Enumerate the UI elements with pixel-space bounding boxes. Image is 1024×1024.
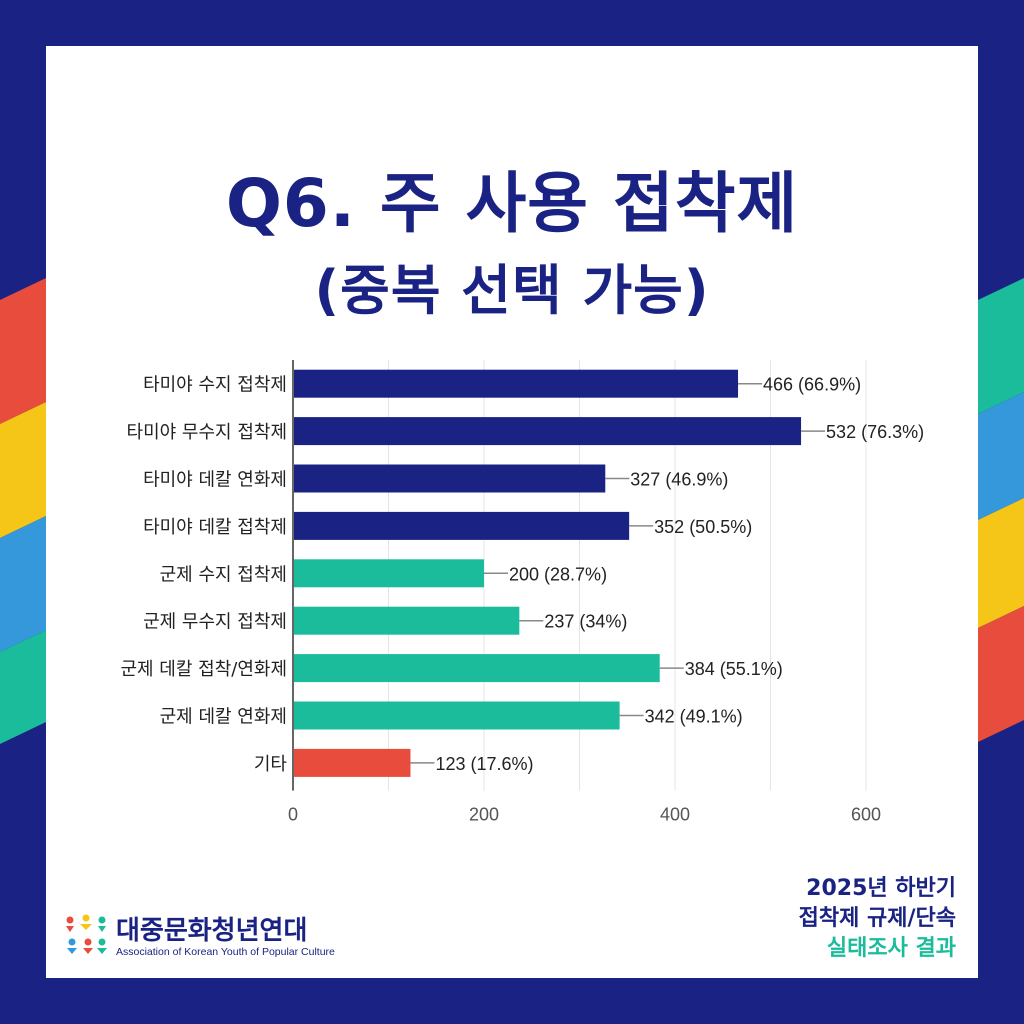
data-label: 466 (66.9%) bbox=[763, 375, 861, 395]
bar bbox=[294, 654, 660, 683]
people-logo-icon bbox=[66, 914, 107, 954]
stripe-left-yellow bbox=[0, 402, 46, 538]
x-tick-label: 400 bbox=[660, 805, 690, 825]
bar bbox=[294, 748, 411, 777]
stripe-right-yellow bbox=[978, 498, 1024, 628]
organization-name: 대중문화청년연대 bbox=[116, 916, 308, 946]
caption-line-1: 2025년 하반기 bbox=[806, 876, 956, 901]
data-label: 384 (55.1%) bbox=[685, 659, 783, 679]
category-label: 군제 수지 접착제 bbox=[160, 564, 287, 585]
x-tick-label: 600 bbox=[851, 805, 881, 825]
stripe-left-teal bbox=[0, 630, 46, 744]
bar bbox=[294, 606, 520, 635]
caption-line-3: 실태조사 결과 bbox=[826, 936, 956, 961]
stripe-right-blue bbox=[978, 392, 1024, 520]
category-label: 타미야 데칼 연화제 bbox=[143, 470, 287, 491]
category-label: 군제 데칼 연화제 bbox=[160, 707, 287, 728]
data-label: 237 (34%) bbox=[544, 612, 627, 632]
organization-subtitle: Association of Korean Youth of Popular C… bbox=[116, 946, 335, 958]
data-label: 532 (76.3%) bbox=[826, 422, 924, 442]
category-label: 군제 데칼 접착/연화제 bbox=[120, 659, 287, 680]
category-label: 타미야 데칼 접착제 bbox=[143, 517, 287, 538]
data-label: 342 (49.1%) bbox=[645, 707, 743, 727]
bar bbox=[294, 369, 739, 398]
survey-caption: 2025년 하반기 접착제 규제/단속 실태조사 결과 bbox=[799, 874, 956, 964]
data-label: 352 (50.5%) bbox=[654, 517, 752, 537]
bar bbox=[294, 511, 630, 540]
bar-chart: 0 200 400 600 타미야 수지 접착제 466 (66.9%) 타미야 무수지 접… bbox=[120, 360, 924, 825]
caption-line-2: 접착제 규제/단속 bbox=[798, 906, 956, 931]
stripe-left-red bbox=[0, 278, 46, 424]
bar bbox=[294, 464, 606, 493]
content-card: Q6. 주 사용 접착제 (중복 선택 가능) 0 200 400 600 타미야 수지… bbox=[46, 46, 978, 978]
category-label: 군제 무수지 접착제 bbox=[143, 612, 287, 633]
stripe-left-blue bbox=[0, 516, 46, 652]
x-tick-label: 200 bbox=[469, 805, 499, 825]
data-label: 123 (17.6%) bbox=[435, 754, 533, 774]
page-subtitle: (중복 선택 가능) bbox=[314, 259, 710, 322]
stripe-right-red bbox=[978, 606, 1024, 742]
stripe-right-teal bbox=[978, 278, 1024, 414]
page-title: Q6. 주 사용 접착제 bbox=[225, 165, 799, 242]
category-label: 타미야 무수지 접착제 bbox=[127, 422, 287, 443]
data-label: 327 (46.9%) bbox=[630, 470, 728, 490]
category-label: 타미야 수지 접착제 bbox=[143, 375, 287, 396]
x-tick-label: 0 bbox=[288, 805, 298, 825]
bar bbox=[294, 417, 802, 446]
data-label: 200 (28.7%) bbox=[509, 564, 607, 584]
bar bbox=[294, 559, 484, 588]
category-label: 기타 bbox=[254, 754, 288, 775]
bar bbox=[294, 701, 620, 730]
